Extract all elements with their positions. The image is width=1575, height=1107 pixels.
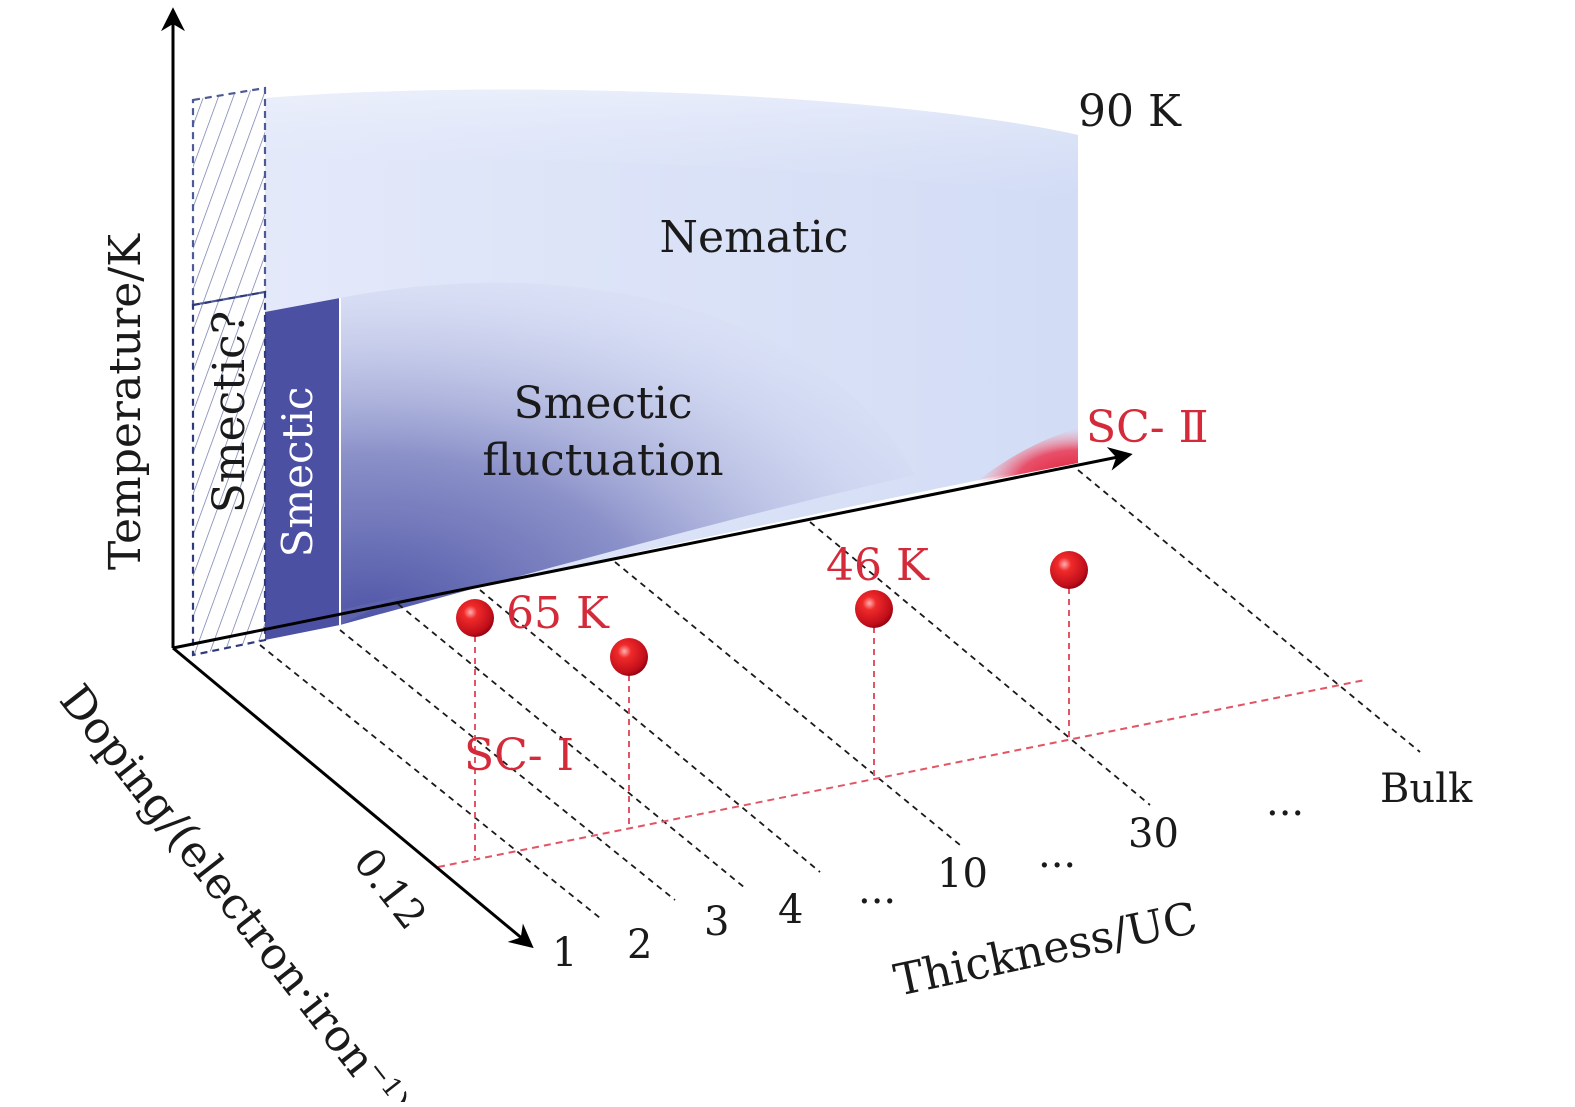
doping-axis (172, 646, 534, 949)
thickness-tick-label: 10 (937, 851, 988, 897)
thickness-tick-label: 1 (552, 930, 577, 976)
sc-point-marker (456, 599, 494, 637)
sc-point-marker (1050, 551, 1088, 589)
smectic-fluctuation-label-line1: Smectic (514, 378, 693, 429)
smectic-question-border-bottom (191, 290, 267, 657)
thickness-axis (172, 447, 1133, 650)
thickness-gridline (479, 589, 821, 873)
smectic-question-label: Smectic? (204, 311, 255, 514)
thickness-tick-label: ... (1038, 831, 1076, 877)
thickness-gridline (397, 603, 746, 889)
sc2-region (975, 428, 1078, 483)
thickness-tick-label: Bulk (1380, 766, 1473, 812)
smectic-region (265, 298, 340, 640)
smectic-fluctuation-label-line2: fluctuation (482, 435, 723, 486)
sc-point-marker (610, 638, 648, 676)
thickness-tick-label: 3 (704, 899, 729, 945)
nematic-tc-label: 90 K (1078, 86, 1182, 137)
temperature-axis-label: Temperature/K (100, 233, 151, 570)
smectic-fluctuation-edge (340, 592, 420, 625)
thickness-tick-label: 2 (627, 922, 652, 968)
sc1-label: SC- Ⅰ (464, 730, 574, 781)
thickness-gridline (339, 629, 676, 901)
sc-point-marker (855, 590, 893, 628)
doping-axis-label-text: Doping/(electron·iron (49, 675, 385, 1085)
thickness-gridline (614, 561, 961, 846)
nematic-region-top-shade (265, 89, 1078, 200)
thickness-tick-label: 4 (778, 887, 803, 933)
thickness-gridline (809, 521, 1151, 806)
thickness-tick-label: 30 (1128, 811, 1179, 857)
smectic-fluctuation-region (340, 282, 915, 625)
smectic-label: Smectic (273, 387, 322, 558)
sc-baseline (437, 679, 1366, 868)
thickness-tick-label: ... (1266, 779, 1304, 825)
sc2-label: SC- Ⅱ (1086, 402, 1209, 453)
tc-65k-label: 65 K (506, 588, 610, 639)
thickness-tick-label: ... (858, 867, 896, 913)
sc-points (456, 551, 1088, 858)
thickness-gridlines (259, 469, 1421, 919)
thickness-gridline (1077, 469, 1421, 753)
thickness-tick-labels: 1 2 3 4... 10... 30... Bulk (552, 766, 1473, 976)
nematic-label: Nematic (660, 212, 849, 263)
thickness-gridline (259, 644, 601, 919)
thickness-axis-label: Thickness/UC (890, 893, 1202, 1007)
smectic-question-region (193, 88, 265, 655)
tc-46k-label: 46 K (826, 540, 930, 591)
